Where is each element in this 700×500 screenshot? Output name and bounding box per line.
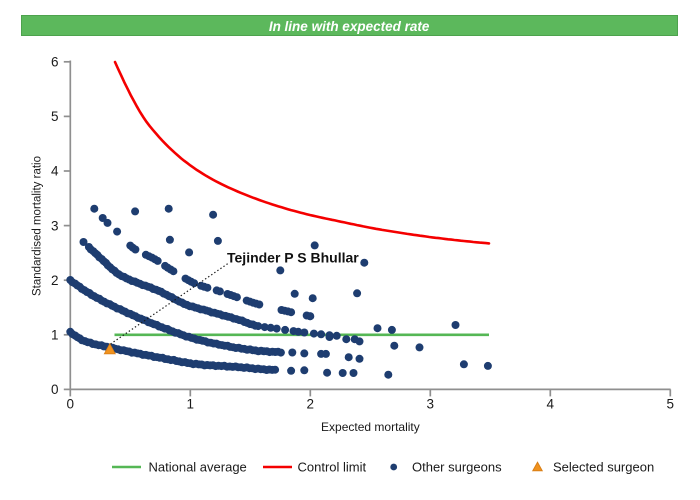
svg-text:1: 1 bbox=[51, 328, 59, 343]
svg-text:Other surgeons: Other surgeons bbox=[412, 460, 502, 475]
svg-text:National average: National average bbox=[149, 460, 247, 475]
svg-text:0: 0 bbox=[67, 397, 75, 412]
svg-text:3: 3 bbox=[427, 397, 435, 412]
svg-text:Control limit: Control limit bbox=[298, 460, 367, 475]
svg-text:5: 5 bbox=[51, 109, 59, 124]
svg-text:Standardised mortality ratio: Standardised mortality ratio bbox=[32, 156, 44, 296]
svg-text:0: 0 bbox=[51, 382, 59, 397]
svg-text:Expected mortality: Expected mortality bbox=[321, 420, 420, 434]
svg-text:Selected surgeon: Selected surgeon bbox=[553, 460, 654, 475]
svg-text:4: 4 bbox=[547, 397, 555, 412]
svg-text:5: 5 bbox=[667, 397, 675, 412]
svg-text:2: 2 bbox=[307, 397, 315, 412]
svg-text:2: 2 bbox=[51, 273, 59, 288]
svg-text:Tejinder P S Bhullar: Tejinder P S Bhullar bbox=[227, 250, 359, 266]
svg-text:4: 4 bbox=[51, 164, 59, 179]
svg-text:3: 3 bbox=[51, 218, 59, 233]
svg-text:1: 1 bbox=[187, 397, 195, 412]
svg-text:6: 6 bbox=[51, 55, 59, 70]
